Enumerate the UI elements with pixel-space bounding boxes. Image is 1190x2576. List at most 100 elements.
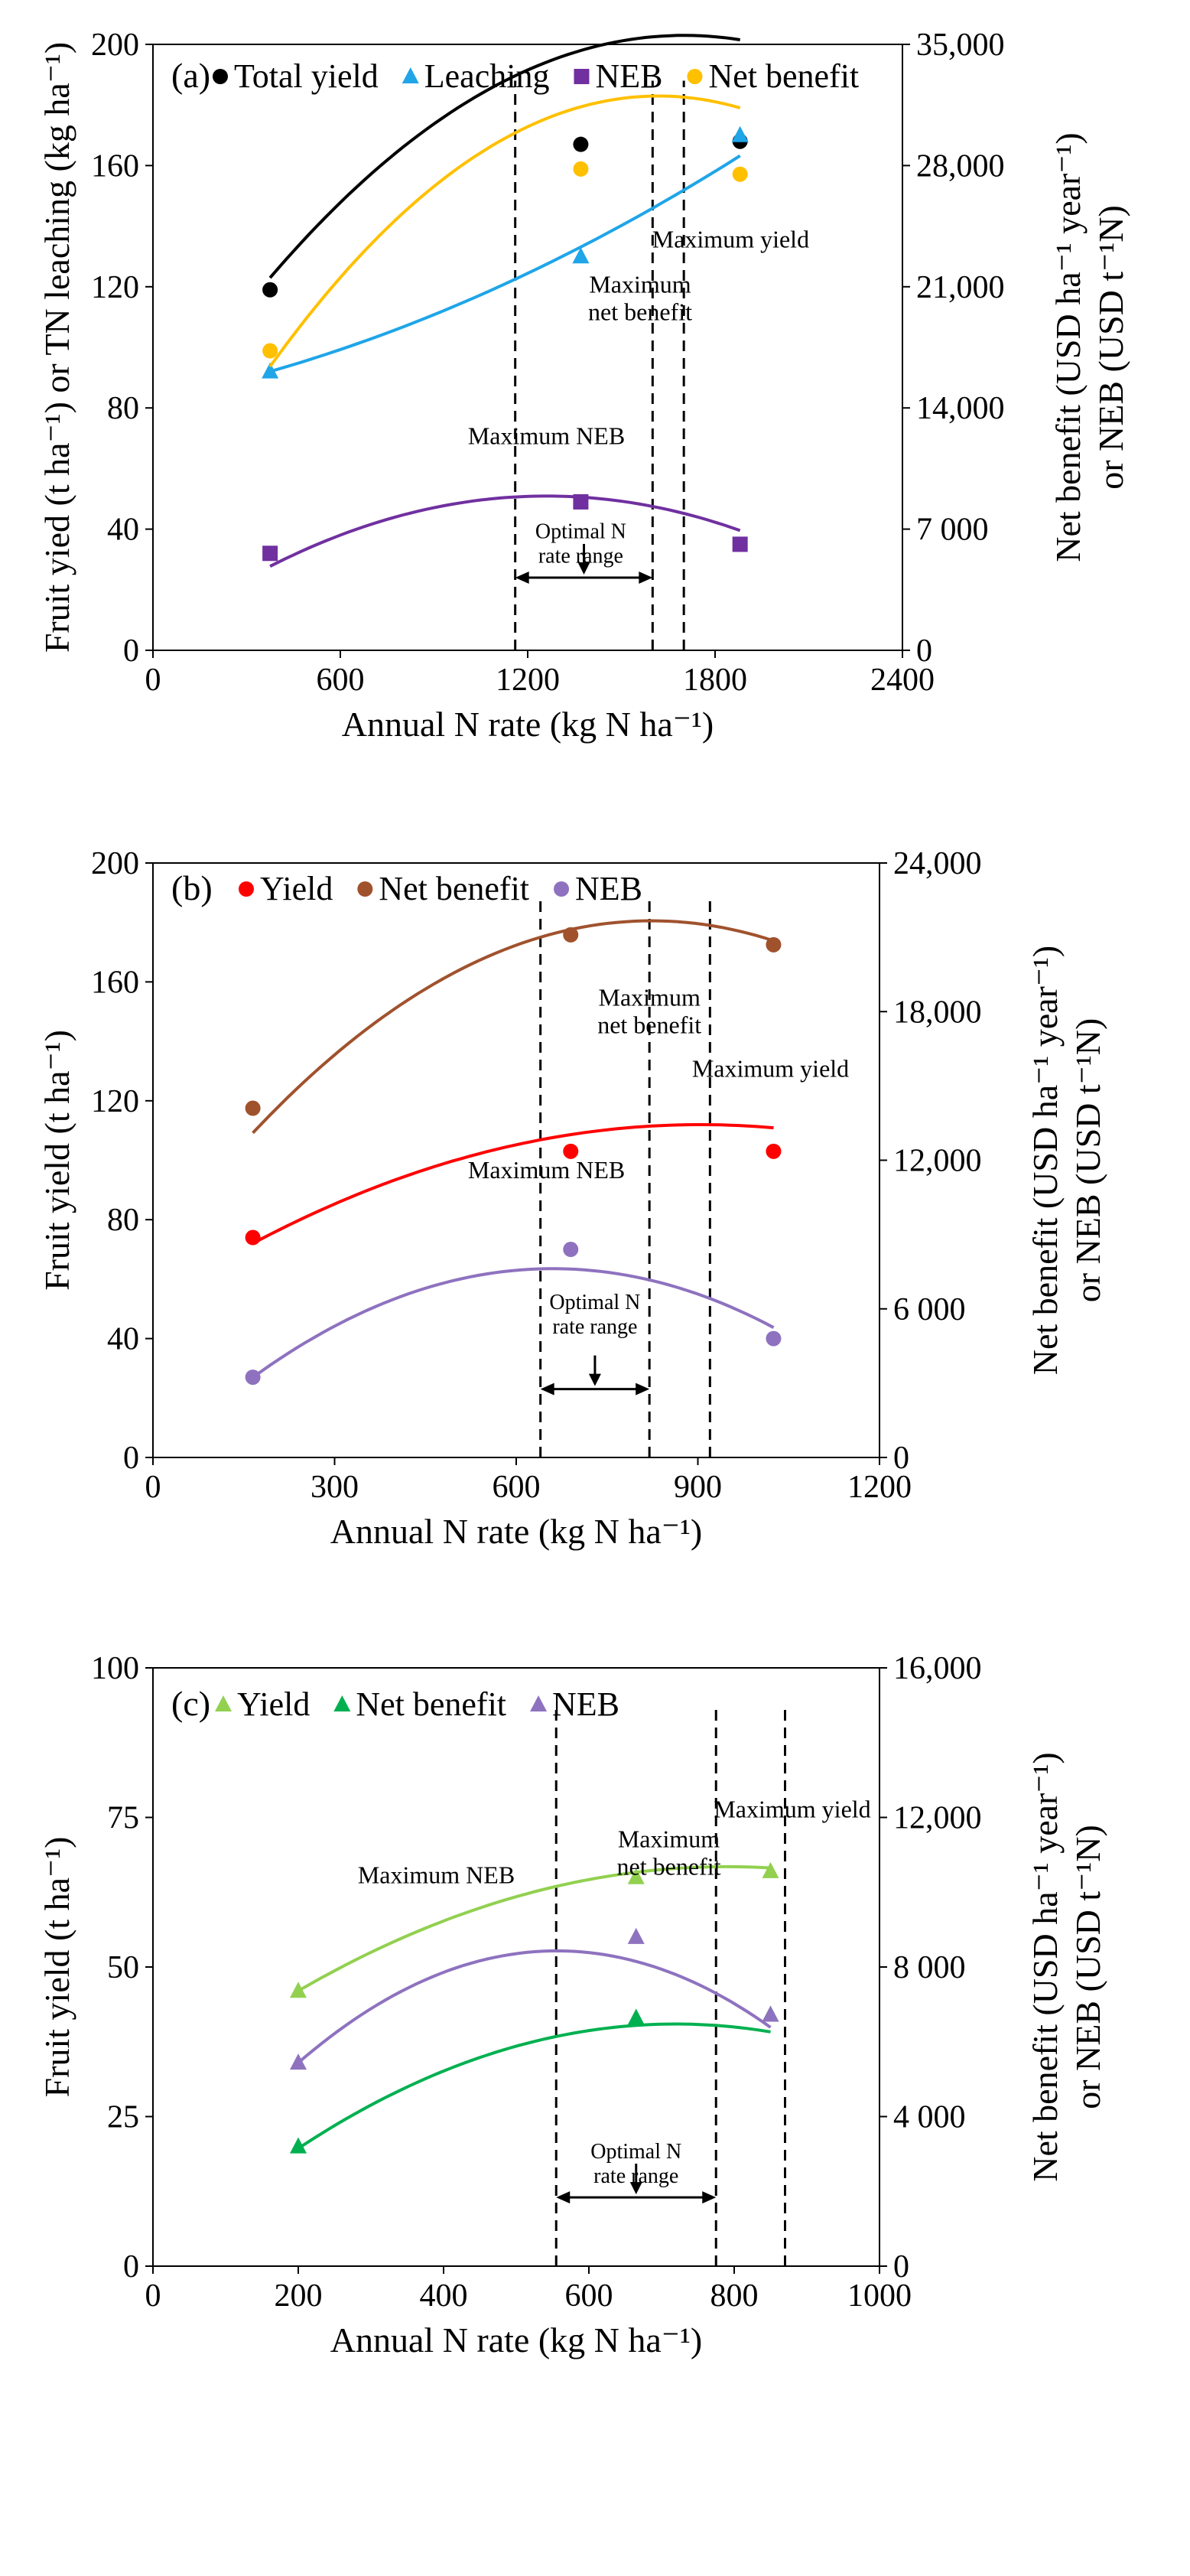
x-tick-label: 300 (311, 1470, 359, 1505)
x-axis-title: Annual N rate (kg N ha⁻¹) (342, 705, 714, 744)
data-point-total-yield (262, 282, 278, 298)
x-tick-label: 600 (317, 663, 365, 698)
data-point-neb (262, 545, 278, 562)
data-point-net-benefit (573, 161, 589, 177)
legend-marker (402, 67, 419, 83)
x-tick-label: 200 (275, 2278, 323, 2314)
data-point-yield (762, 1861, 779, 1878)
legend-marker (574, 69, 590, 84)
x-tick-label: 2400 (870, 663, 935, 698)
y-left-tick-label: 100 (91, 1651, 139, 1686)
legend-entry: Leaching (424, 57, 550, 95)
y-left-tick-label: 50 (107, 1950, 139, 1985)
data-point-net-benefit (290, 2137, 307, 2154)
y-left-axis-title: Fruit yield (t ha⁻¹) (37, 1030, 76, 1291)
legend-entry: NEB (552, 1685, 619, 1723)
legend-marker (554, 881, 570, 897)
y-right-tick-label: 0 (893, 2249, 909, 2285)
x-tick-label: 800 (710, 2278, 759, 2314)
legend-entry: Total yield (234, 57, 379, 95)
data-point-net-benefit (766, 936, 782, 953)
annotation: Maximum NEB (358, 1861, 515, 1889)
data-point-net-benefit (262, 343, 278, 359)
y-right-tick-label: 4 000 (893, 2100, 966, 2135)
legend: (b) Yield Net benefit NEB (171, 868, 642, 907)
x-tick-label: 0 (145, 2278, 161, 2314)
series-line-neb (252, 1267, 775, 1379)
legend: (a) Total yield Leaching NEB Net benefit (171, 56, 859, 95)
y-right-tick-label: 12,000 (893, 1144, 982, 1179)
y-right-tick-label: 35,000 (916, 28, 1005, 63)
x-tick-label: 1000 (847, 2278, 912, 2314)
legend-entry: Net benefit (356, 1685, 506, 1723)
annotation: Maximum net benefit (617, 1825, 721, 1881)
y-right-tick-label: 14,000 (916, 391, 1005, 426)
y-left-tick-label: 40 (107, 513, 139, 548)
y-right-axis-title: Net benefit (USD ha⁻¹ year⁻¹) (1026, 1752, 1065, 2182)
range-arrowhead-right (636, 1382, 650, 1395)
range-pointer-head (577, 562, 590, 575)
x-tick-label: 600 (493, 1470, 541, 1505)
data-point-yield (627, 1868, 645, 1884)
range-pointer-head (588, 1373, 601, 1386)
series-line-net-benefit (252, 919, 775, 1135)
series-line-yield (252, 1123, 774, 1245)
data-point-neb (245, 1369, 261, 1386)
series-line-net-benefit (297, 2022, 771, 2150)
series-line-neb (269, 494, 741, 568)
data-point-leaching (731, 125, 749, 142)
data-point-neb (627, 1927, 645, 1944)
x-axis-title: Annual N rate (kg N ha⁻¹) (330, 1512, 702, 1551)
y-left-tick-label: 160 (91, 148, 139, 184)
series-line-leaching (269, 154, 741, 373)
y-right-axis-title-line2: or NEB (USD t⁻¹N) (1068, 1018, 1107, 1303)
y-right-tick-label: 0 (916, 633, 932, 669)
data-point-leaching (262, 362, 279, 379)
series-line-net-benefit (268, 94, 741, 368)
annotation: Maximum NEB (468, 422, 625, 450)
range-arrowhead-left (540, 1382, 554, 1395)
series-line-yield (298, 1864, 771, 1992)
x-tick-label: 1200 (496, 663, 560, 698)
data-point-net-benefit (732, 166, 748, 182)
data-point-neb (573, 493, 589, 510)
legend-entry: NEB (575, 870, 642, 907)
legend-marker (530, 1695, 548, 1711)
y-left-tick-label: 75 (107, 1801, 139, 1836)
x-tick-label: 900 (674, 1470, 722, 1505)
range-pointer-head (629, 2182, 642, 2195)
y-right-tick-label: 0 (893, 1441, 909, 1476)
y-right-tick-label: 16,000 (893, 1651, 982, 1686)
y-left-tick-label: 25 (107, 2100, 139, 2135)
y-left-tick-label: 120 (91, 270, 139, 305)
y-left-tick-label: 80 (107, 391, 139, 426)
data-point-yield (766, 1143, 782, 1159)
data-point-yield (245, 1229, 261, 1246)
legend-marker (239, 881, 254, 897)
y-right-tick-label: 24,000 (893, 846, 982, 881)
y-left-tick-label: 160 (91, 965, 139, 1000)
data-point-yield (563, 1143, 579, 1159)
data-point-net-benefit (245, 1100, 261, 1116)
y-right-tick-label: 6 000 (893, 1292, 966, 1327)
panel-label: (c) (171, 1684, 210, 1723)
y-left-tick-label: 0 (123, 633, 139, 669)
series-line-total-yield (268, 34, 740, 279)
annotation: Maximum yield (652, 225, 809, 252)
y-left-tick-label: 40 (107, 1322, 139, 1357)
series-line-neb (297, 1949, 772, 2064)
legend-marker (215, 1695, 232, 1711)
y-left-axis-title: Fruit yied (t ha⁻¹) or TN leaching (kg h… (37, 42, 76, 653)
y-left-tick-label: 200 (91, 846, 139, 881)
range-arrowhead-right (702, 2191, 717, 2204)
x-tick-label: 600 (565, 2278, 613, 2314)
data-point-neb (732, 536, 748, 552)
y-left-tick-label: 200 (91, 28, 139, 63)
x-axis-title: Annual N rate (kg N ha⁻¹) (330, 2320, 702, 2359)
annotation: Maximum net benefit (588, 271, 692, 326)
legend-entry: Yield (260, 870, 333, 907)
data-point-neb (563, 1242, 579, 1258)
